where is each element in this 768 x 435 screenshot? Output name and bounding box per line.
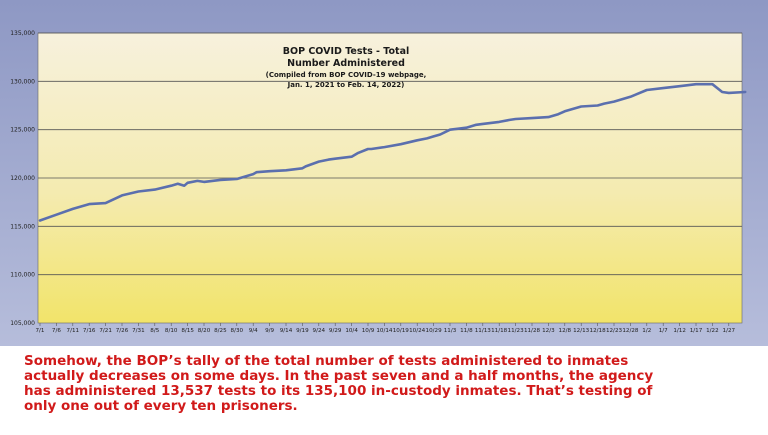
x-tick-label: 1/27	[723, 328, 736, 334]
x-tick-label: 10/29	[426, 328, 443, 334]
y-tick-label: 125,000	[10, 127, 35, 134]
x-tick-label: 8/10	[165, 328, 178, 334]
x-tick-label: 10/24	[409, 328, 426, 334]
x-tick-label: 8/5	[150, 328, 159, 334]
x-tick-label: 1/17	[690, 328, 703, 334]
y-tick-label: 135,000	[10, 30, 35, 37]
x-tick-label: 8/20	[198, 328, 211, 334]
gridlines	[38, 32, 742, 276]
x-tick-label: 10/9	[362, 328, 375, 334]
x-tick-label: 9/29	[329, 328, 342, 334]
x-tick-label: 11/18	[491, 328, 508, 334]
caption-line-2: actually decreases on some days. In the …	[24, 368, 654, 384]
x-tick-label: 12/3	[542, 328, 555, 334]
x-tick-label: 9/9	[265, 328, 274, 334]
x-axis-ticks: 7/1 7/6 7/11 7/16 7/21 7/26 7/31 8/5 8/10 8/15 8/2…	[35, 323, 736, 334]
chart-title-line-1: BOP COVID Tests - Total	[283, 46, 409, 57]
x-tick-label: 1/7	[659, 328, 668, 334]
x-tick-label: 10/4	[345, 328, 358, 334]
caption-line-1: Somehow, the BOP’s tally of the total nu…	[24, 353, 629, 369]
y-axis-ticks: 135,000 130,000 125,000 120,000 115,000 110,0…	[10, 30, 35, 327]
x-tick-label: 11/3	[444, 328, 457, 334]
x-tick-label: 7/16	[83, 328, 96, 334]
x-tick-label: 9/14	[280, 328, 293, 334]
x-tick-label: 11/23	[508, 328, 525, 334]
x-tick-label: 7/1	[35, 328, 44, 334]
y-tick-label: 120,000	[10, 175, 35, 182]
x-tick-label: 10/19	[393, 328, 410, 334]
x-tick-label: 1/22	[706, 328, 719, 334]
x-tick-label: 10/14	[376, 328, 393, 334]
x-tick-label: 12/28	[622, 328, 639, 334]
y-tick-label: 115,000	[10, 223, 35, 230]
x-tick-label: 9/19	[296, 328, 309, 334]
caption-line-3: has administered 13,537 tests to its 135…	[24, 383, 653, 399]
x-tick-label: 12/13	[573, 328, 590, 334]
x-tick-label: 7/6	[52, 328, 61, 334]
x-tick-label: 9/4	[249, 328, 258, 334]
chart-title-line-4: Jan. 1, 2021 to Feb. 14, 2022)	[287, 81, 405, 89]
y-tick-label: 110,000	[10, 272, 35, 279]
x-tick-label: 8/15	[181, 328, 194, 334]
x-tick-label: 11/13	[475, 328, 492, 334]
x-tick-label: 11/8	[460, 328, 473, 334]
y-tick-label: 130,000	[10, 78, 35, 85]
series-line	[38, 82, 747, 222]
caption-line-4: only one out of every ten prisoners.	[24, 398, 298, 414]
x-tick-label: 1/12	[673, 328, 686, 334]
chart-title-line-3: (Compiled from BOP COVID-19 webpage,	[266, 71, 427, 79]
x-tick-label: 9/24	[313, 328, 326, 334]
x-tick-label: 7/26	[116, 328, 129, 334]
x-tick-label: 12/18	[590, 328, 607, 334]
x-tick-label: 1/2	[642, 328, 651, 334]
x-tick-label: 12/23	[606, 328, 623, 334]
x-tick-label: 7/21	[99, 328, 112, 334]
caption: Somehow, the BOP’s tally of the total nu…	[24, 354, 744, 414]
x-tick-label: 12/8	[559, 328, 572, 334]
x-tick-label: 11/28	[524, 328, 541, 334]
chart-title-line-2: Number Administered	[287, 58, 405, 69]
x-tick-label: 7/11	[67, 328, 80, 334]
x-tick-label: 8/30	[231, 328, 244, 334]
chart: 135,000 130,000 125,000 120,000 115,000 110,0…	[10, 30, 747, 334]
x-tick-label: 7/31	[132, 328, 145, 334]
y-tick-label: 105,000	[10, 320, 35, 327]
x-tick-label: 8/25	[214, 328, 227, 334]
chart-title: BOP COVID Tests - Total Number Administe…	[266, 46, 427, 89]
